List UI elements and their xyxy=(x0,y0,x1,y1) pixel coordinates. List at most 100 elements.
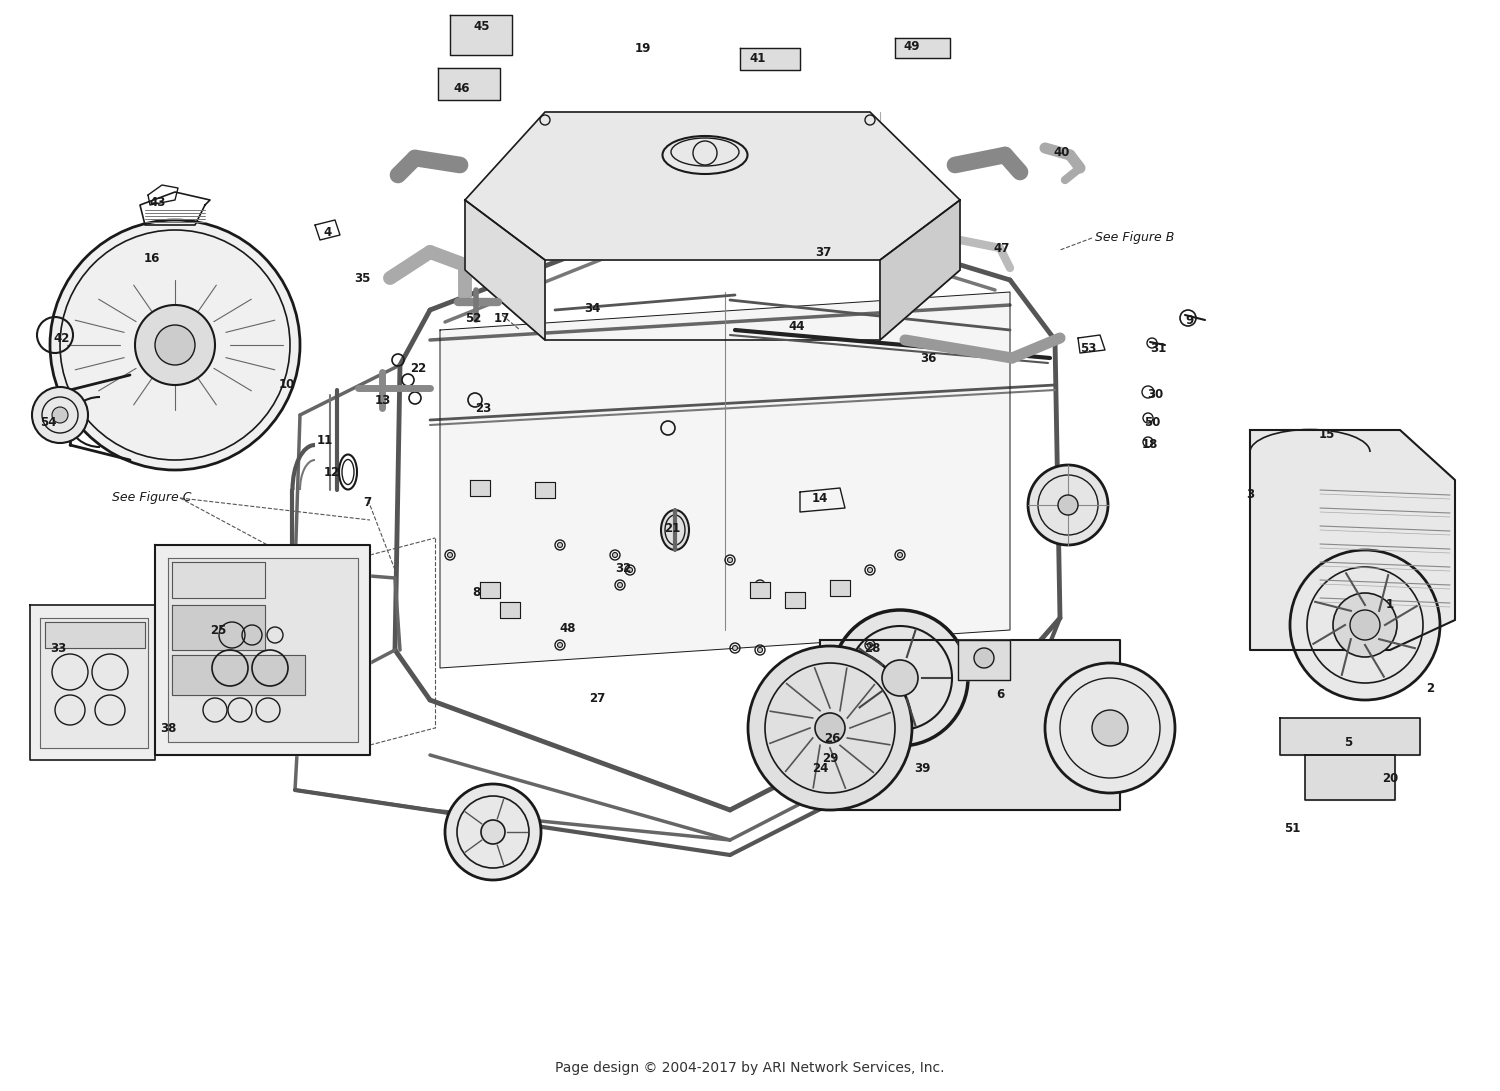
Text: 51: 51 xyxy=(1284,822,1300,835)
Circle shape xyxy=(867,567,873,573)
Text: 3: 3 xyxy=(1246,489,1254,502)
Polygon shape xyxy=(168,558,358,742)
Text: 21: 21 xyxy=(664,521,680,535)
Text: 48: 48 xyxy=(560,622,576,635)
Polygon shape xyxy=(172,606,266,650)
Circle shape xyxy=(558,643,562,647)
Text: 26: 26 xyxy=(824,731,840,744)
Text: 1: 1 xyxy=(1386,599,1394,611)
Text: 43: 43 xyxy=(150,195,166,208)
Circle shape xyxy=(758,647,762,652)
Circle shape xyxy=(627,567,633,573)
Text: 16: 16 xyxy=(144,252,160,264)
Text: 2: 2 xyxy=(1426,682,1434,695)
Polygon shape xyxy=(465,200,544,340)
Text: 28: 28 xyxy=(864,642,880,655)
Text: 46: 46 xyxy=(453,82,471,95)
Circle shape xyxy=(882,660,918,696)
Circle shape xyxy=(728,558,732,563)
Text: 39: 39 xyxy=(914,762,930,775)
Text: Page design © 2004-2017 by ARI Network Services, Inc.: Page design © 2004-2017 by ARI Network S… xyxy=(555,1062,945,1075)
Text: 22: 22 xyxy=(410,361,426,374)
Text: 11: 11 xyxy=(316,433,333,446)
Text: 50: 50 xyxy=(1144,416,1160,429)
Circle shape xyxy=(53,407,68,423)
Polygon shape xyxy=(896,38,950,58)
Text: 14: 14 xyxy=(812,492,828,504)
Polygon shape xyxy=(470,480,490,496)
Circle shape xyxy=(1046,663,1174,793)
Text: 8: 8 xyxy=(472,586,480,599)
Polygon shape xyxy=(958,640,1010,680)
Text: 20: 20 xyxy=(1382,771,1398,784)
Polygon shape xyxy=(536,482,555,497)
Polygon shape xyxy=(480,582,500,598)
Text: See Figure B: See Figure B xyxy=(1095,231,1174,244)
Circle shape xyxy=(135,305,214,385)
Circle shape xyxy=(446,784,542,880)
Text: 54: 54 xyxy=(39,417,57,430)
Circle shape xyxy=(50,220,300,470)
Polygon shape xyxy=(45,622,146,648)
Text: 36: 36 xyxy=(920,351,936,364)
Text: 9: 9 xyxy=(1186,313,1194,326)
Polygon shape xyxy=(880,200,960,340)
Circle shape xyxy=(1334,594,1396,657)
Polygon shape xyxy=(750,582,770,598)
Text: See Figure C: See Figure C xyxy=(112,492,192,504)
Polygon shape xyxy=(440,292,1010,668)
Circle shape xyxy=(32,387,88,443)
Polygon shape xyxy=(784,592,806,608)
Text: 29: 29 xyxy=(822,752,839,765)
Polygon shape xyxy=(40,618,148,748)
Polygon shape xyxy=(172,562,266,598)
Polygon shape xyxy=(450,15,512,55)
Text: 12: 12 xyxy=(324,466,340,479)
Circle shape xyxy=(1092,710,1128,746)
Text: 6: 6 xyxy=(996,688,1004,702)
Text: 41: 41 xyxy=(750,51,766,64)
Text: 49: 49 xyxy=(903,40,920,53)
Circle shape xyxy=(867,643,873,647)
Circle shape xyxy=(833,610,968,746)
Text: 35: 35 xyxy=(354,272,370,285)
Text: 45: 45 xyxy=(474,21,490,34)
Text: 33: 33 xyxy=(50,642,66,655)
Polygon shape xyxy=(154,546,370,755)
Text: ARI: ARI xyxy=(603,417,897,565)
Text: 15: 15 xyxy=(1318,429,1335,442)
Text: 31: 31 xyxy=(1150,341,1166,355)
Circle shape xyxy=(482,820,506,844)
Polygon shape xyxy=(1280,718,1420,755)
Polygon shape xyxy=(740,48,800,70)
Text: 10: 10 xyxy=(279,379,296,392)
Text: 7: 7 xyxy=(363,495,370,508)
Text: 4: 4 xyxy=(324,227,332,240)
Circle shape xyxy=(1028,465,1108,546)
Text: 53: 53 xyxy=(1080,341,1096,355)
Polygon shape xyxy=(500,602,520,618)
Circle shape xyxy=(732,646,738,650)
Circle shape xyxy=(447,552,453,558)
Text: 34: 34 xyxy=(584,301,600,314)
Ellipse shape xyxy=(662,509,688,550)
Circle shape xyxy=(1290,550,1440,700)
Circle shape xyxy=(558,542,562,548)
Text: 19: 19 xyxy=(634,41,651,55)
Text: 17: 17 xyxy=(494,312,510,324)
Circle shape xyxy=(758,583,762,587)
Text: 44: 44 xyxy=(789,321,806,334)
Text: 30: 30 xyxy=(1148,388,1162,401)
Text: 5: 5 xyxy=(1344,735,1352,748)
Text: 18: 18 xyxy=(1142,439,1158,452)
Polygon shape xyxy=(172,655,304,695)
Polygon shape xyxy=(830,580,850,596)
Text: 38: 38 xyxy=(160,721,176,734)
Circle shape xyxy=(618,583,622,587)
Text: 24: 24 xyxy=(812,762,828,775)
Circle shape xyxy=(612,552,618,558)
Polygon shape xyxy=(438,68,500,100)
Circle shape xyxy=(748,646,912,810)
Circle shape xyxy=(1058,495,1078,515)
Circle shape xyxy=(815,714,844,743)
